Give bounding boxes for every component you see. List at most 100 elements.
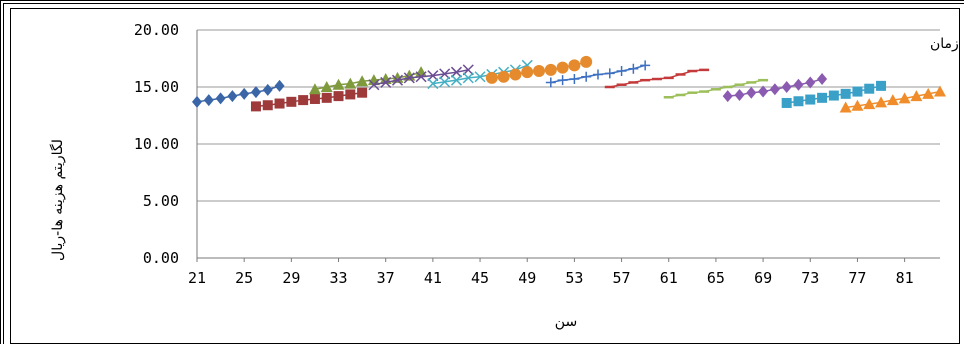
data-point (769, 83, 780, 96)
data-point (439, 68, 451, 80)
data-point (333, 91, 344, 102)
y-tick-label: 20.00 (134, 21, 179, 39)
data-point (403, 72, 415, 84)
data-point (604, 68, 615, 79)
x-tick-label: 29 (282, 269, 300, 287)
data-point (345, 89, 356, 100)
data-point (427, 78, 439, 90)
data-point (839, 101, 852, 113)
x-tick-label: 57 (613, 269, 631, 287)
data-point (910, 90, 923, 102)
data-point (427, 70, 439, 82)
series-line (314, 71, 422, 91)
data-point (250, 86, 261, 99)
data-point (321, 92, 332, 103)
data-point (793, 96, 804, 107)
data-point (817, 92, 828, 103)
data-point (450, 66, 462, 78)
x-tick-label: 45 (471, 269, 489, 287)
data-point (781, 81, 792, 93)
data-point (286, 96, 297, 107)
x-tick-label: 61 (660, 269, 678, 287)
data-point (332, 78, 345, 90)
data-point (805, 76, 816, 89)
data-point (864, 83, 875, 94)
data-point (380, 76, 392, 88)
series-3 (308, 66, 428, 95)
series-12 (839, 85, 946, 113)
data-point (521, 66, 534, 79)
series-9 (663, 78, 769, 99)
data-point (544, 63, 557, 76)
series-2 (250, 87, 368, 112)
x-tick-label: 65 (707, 269, 725, 287)
data-point (568, 59, 581, 72)
data-point (863, 98, 876, 110)
x-axis-label: سن (555, 314, 577, 330)
data-point (556, 61, 569, 74)
x-tick-label: 81 (896, 269, 914, 287)
data-point (580, 55, 593, 68)
data-point (203, 94, 214, 107)
x-tick-label: 49 (518, 269, 536, 287)
data-point (262, 100, 273, 111)
data-point (450, 74, 462, 86)
data-point (344, 77, 357, 89)
series-10 (722, 73, 828, 103)
y-axis-label: لگاریتم هزینه ها-ریال (49, 139, 66, 261)
data-point (192, 95, 202, 108)
data-point (439, 76, 451, 88)
data-point (485, 71, 498, 84)
y-tick-label: 15.00 (134, 78, 179, 96)
data-point (308, 83, 321, 95)
data-point (876, 80, 887, 91)
series-6 (485, 55, 593, 84)
axes (196, 30, 940, 262)
data-point (533, 65, 546, 78)
data-point (391, 74, 404, 86)
data-point (415, 71, 427, 83)
data-point (509, 68, 522, 81)
x-tick-label: 73 (801, 269, 819, 287)
data-point (793, 78, 804, 91)
data-point (592, 69, 603, 80)
data-point (875, 96, 888, 108)
x-tick-label: 77 (848, 269, 866, 287)
y-tick-labels: 0.00 5.00 10.00 15.00 20.00 (134, 21, 179, 267)
data-point (497, 70, 510, 83)
series-4 (368, 64, 474, 91)
data-point (886, 94, 899, 106)
data-point (581, 71, 592, 82)
data-point (569, 74, 580, 85)
data-point (840, 88, 851, 99)
data-point (616, 66, 627, 77)
data-point (545, 77, 556, 88)
grid-lines (197, 29, 940, 202)
data-point (851, 99, 864, 111)
data-point (274, 98, 285, 109)
data-point (557, 75, 568, 86)
data-point (320, 81, 333, 92)
y-tick-label: 0.00 (143, 249, 179, 267)
data-point (805, 94, 816, 105)
data-point (628, 63, 639, 74)
data-point (746, 86, 757, 99)
data-point (227, 90, 238, 103)
y-tick-label: 5.00 (143, 192, 179, 210)
data-point (309, 93, 320, 104)
data-point (722, 90, 733, 103)
x-tick-label: 21 (188, 269, 206, 287)
x-tick-label: 69 (754, 269, 772, 287)
data-point (462, 72, 474, 84)
x-tick-labels: 21 25 29 33 37 41 45 49 53 57 61 65 69 73 77 81 (188, 269, 914, 287)
y-tick-label: 10.00 (134, 135, 179, 153)
data-series (192, 55, 946, 113)
x-tick-label: 53 (565, 269, 583, 287)
data-point (734, 88, 745, 101)
series-11 (781, 80, 887, 108)
data-point (852, 86, 863, 97)
series-7 (545, 60, 651, 88)
data-point (828, 90, 839, 101)
data-point (274, 79, 285, 92)
